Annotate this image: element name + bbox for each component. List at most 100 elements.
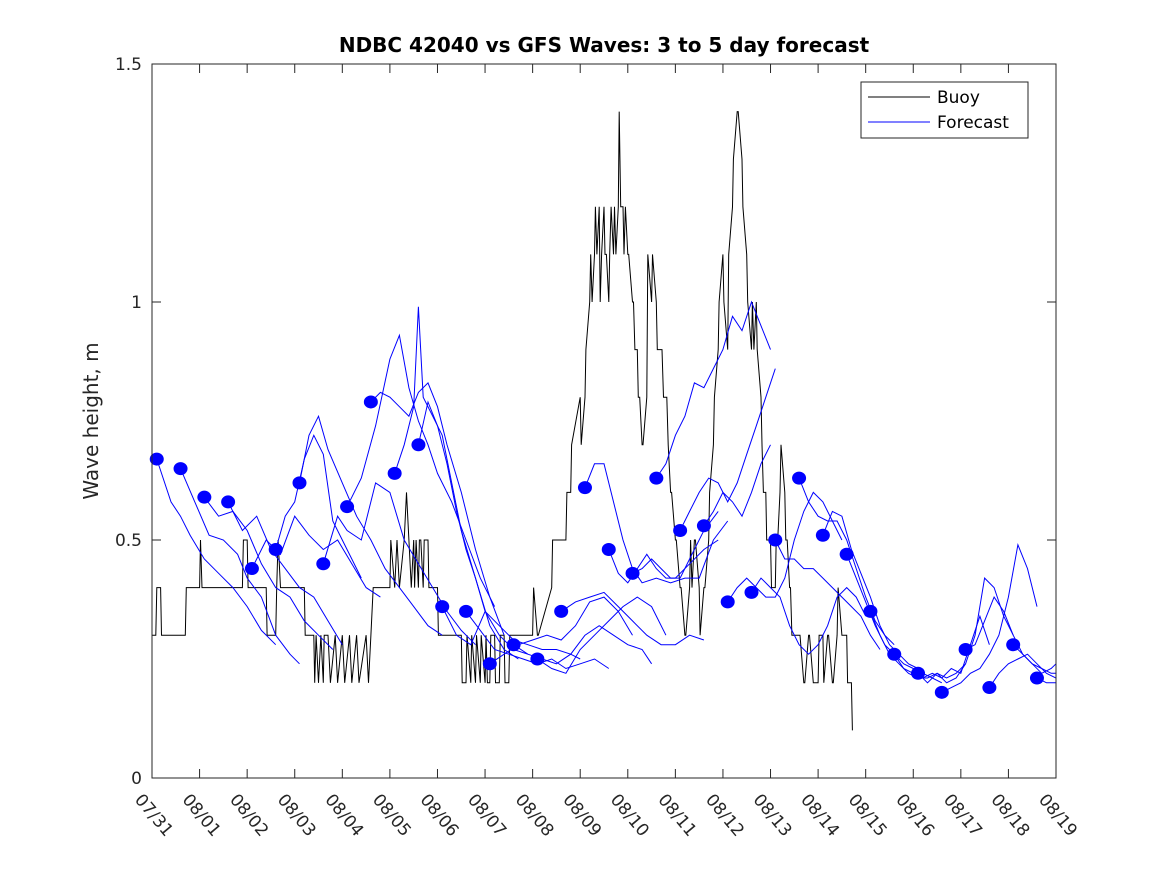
x-tick-label: 08/05 xyxy=(368,790,415,840)
forecast-line-10 xyxy=(370,382,505,636)
forecast-markers xyxy=(149,395,1044,699)
forecast-marker xyxy=(411,438,426,452)
forecast-marker xyxy=(792,471,807,485)
forecast-line-26 xyxy=(751,577,867,655)
forecast-marker xyxy=(1006,638,1021,652)
forecast-marker xyxy=(530,652,545,666)
forecast-marker xyxy=(601,543,616,557)
forecast-marker xyxy=(863,604,878,618)
forecast-line-32 xyxy=(893,614,990,679)
forecast-marker xyxy=(268,543,283,557)
forecast-marker xyxy=(934,685,949,699)
forecast-marker xyxy=(577,481,592,495)
forecast-line-12 xyxy=(417,400,529,655)
forecast-marker xyxy=(149,452,164,466)
y-tick-label: 1.5 xyxy=(115,55,142,75)
forecast-marker xyxy=(173,462,188,476)
forecast-marker xyxy=(696,519,711,533)
forecast-marker xyxy=(292,476,307,490)
x-tick-label: 08/04 xyxy=(320,790,367,840)
forecast-line-37 xyxy=(1012,644,1056,674)
forecast-line-7 xyxy=(299,414,443,636)
forecast-line-20 xyxy=(608,539,719,584)
forecast-line-33 xyxy=(917,577,1014,684)
forecast-line-27 xyxy=(774,539,881,650)
forecast-line-28 xyxy=(798,477,895,646)
y-tick-label: 0 xyxy=(131,769,142,789)
x-tick-label: 08/19 xyxy=(1034,790,1081,840)
x-tick-label: 08/09 xyxy=(558,790,605,840)
forecast-line-34 xyxy=(941,543,1038,693)
forecast-line-29 xyxy=(822,510,919,669)
x-tick-label: 08/12 xyxy=(701,790,748,840)
forecast-marker xyxy=(340,500,355,514)
forecast-line-6 xyxy=(275,434,362,579)
forecast-marker xyxy=(744,585,759,599)
forecast-line-18 xyxy=(560,591,705,646)
forecast-line-8 xyxy=(322,482,476,646)
buoy-line xyxy=(152,111,853,731)
x-tick-label: 08/10 xyxy=(606,790,653,840)
forecast-marker xyxy=(768,533,783,547)
y-tick-label: 0.5 xyxy=(115,531,142,551)
x-tick-label: 08/06 xyxy=(416,790,463,840)
buoy-series xyxy=(152,111,853,731)
forecast-line-25 xyxy=(727,491,843,603)
forecast-line-24 xyxy=(703,444,771,526)
forecast-line-17 xyxy=(537,596,667,674)
forecast-line-9 xyxy=(346,333,496,607)
x-tick-label: 08/11 xyxy=(654,790,701,840)
forecast-marker xyxy=(363,395,378,409)
forecast-line-22 xyxy=(655,300,771,479)
x-tick-label: 08/07 xyxy=(463,790,510,840)
x-tick-label: 08/03 xyxy=(273,790,320,840)
forecast-marker xyxy=(197,490,212,504)
forecast-line-35 xyxy=(965,596,1056,674)
y-axis-label: Wave height, m xyxy=(79,342,103,499)
x-tick-label: 08/17 xyxy=(939,790,986,840)
y-tick-label: 1 xyxy=(131,293,142,313)
x-tick-label: 08/16 xyxy=(891,790,938,840)
forecast-marker xyxy=(435,600,450,614)
x-tick-label: 08/14 xyxy=(796,790,843,840)
legend-label-buoy: Buoy xyxy=(937,88,980,108)
x-axis: 07/31 08/01 08/02 08/03 08/04 08/05 08/06 08/07… xyxy=(130,64,1081,841)
forecast-marker xyxy=(482,657,497,671)
forecast-line-23 xyxy=(679,368,776,531)
forecast-marker xyxy=(958,642,973,656)
x-tick-label: 08/18 xyxy=(987,790,1034,840)
forecast-marker xyxy=(815,528,830,542)
chart-title: NDBC 42040 vs GFS Waves: 3 to 5 day fore… xyxy=(339,33,870,57)
forecast-marker xyxy=(625,566,640,580)
forecast-line-11 xyxy=(394,306,519,660)
forecast-line-1 xyxy=(156,458,277,646)
forecast-line-5 xyxy=(251,515,381,598)
forecast-marker xyxy=(244,562,259,576)
forecast-marker xyxy=(387,466,402,480)
forecast-marker xyxy=(839,547,854,561)
x-tick-label: 08/15 xyxy=(844,790,891,840)
forecast-line-2 xyxy=(180,468,300,665)
forecast-line-3 xyxy=(203,496,334,650)
plot-frame xyxy=(151,63,1057,779)
forecast-marker xyxy=(673,523,688,537)
forecast-marker xyxy=(554,604,569,618)
x-tick-label: 08/02 xyxy=(225,790,272,840)
legend: Buoy Forecast xyxy=(860,81,1029,139)
forecast-marker xyxy=(459,604,474,618)
legend-label-forecast: Forecast xyxy=(937,113,1009,133)
x-tick-label: 08/13 xyxy=(749,790,796,840)
x-tick-label: 08/08 xyxy=(511,790,558,840)
forecast-marker xyxy=(982,681,997,695)
forecast-marker xyxy=(221,495,236,509)
forecast-series-group xyxy=(156,300,1056,693)
x-tick-label: 08/01 xyxy=(178,790,225,840)
y-axis: 0 0.5 1 1.5 xyxy=(115,55,1056,789)
forecast-line-21 xyxy=(632,511,719,579)
forecast-marker xyxy=(649,471,664,485)
legend-box xyxy=(860,81,1029,139)
forecast-marker xyxy=(887,647,902,661)
forecast-marker xyxy=(506,638,521,652)
x-tick-label: 07/31 xyxy=(130,790,177,840)
